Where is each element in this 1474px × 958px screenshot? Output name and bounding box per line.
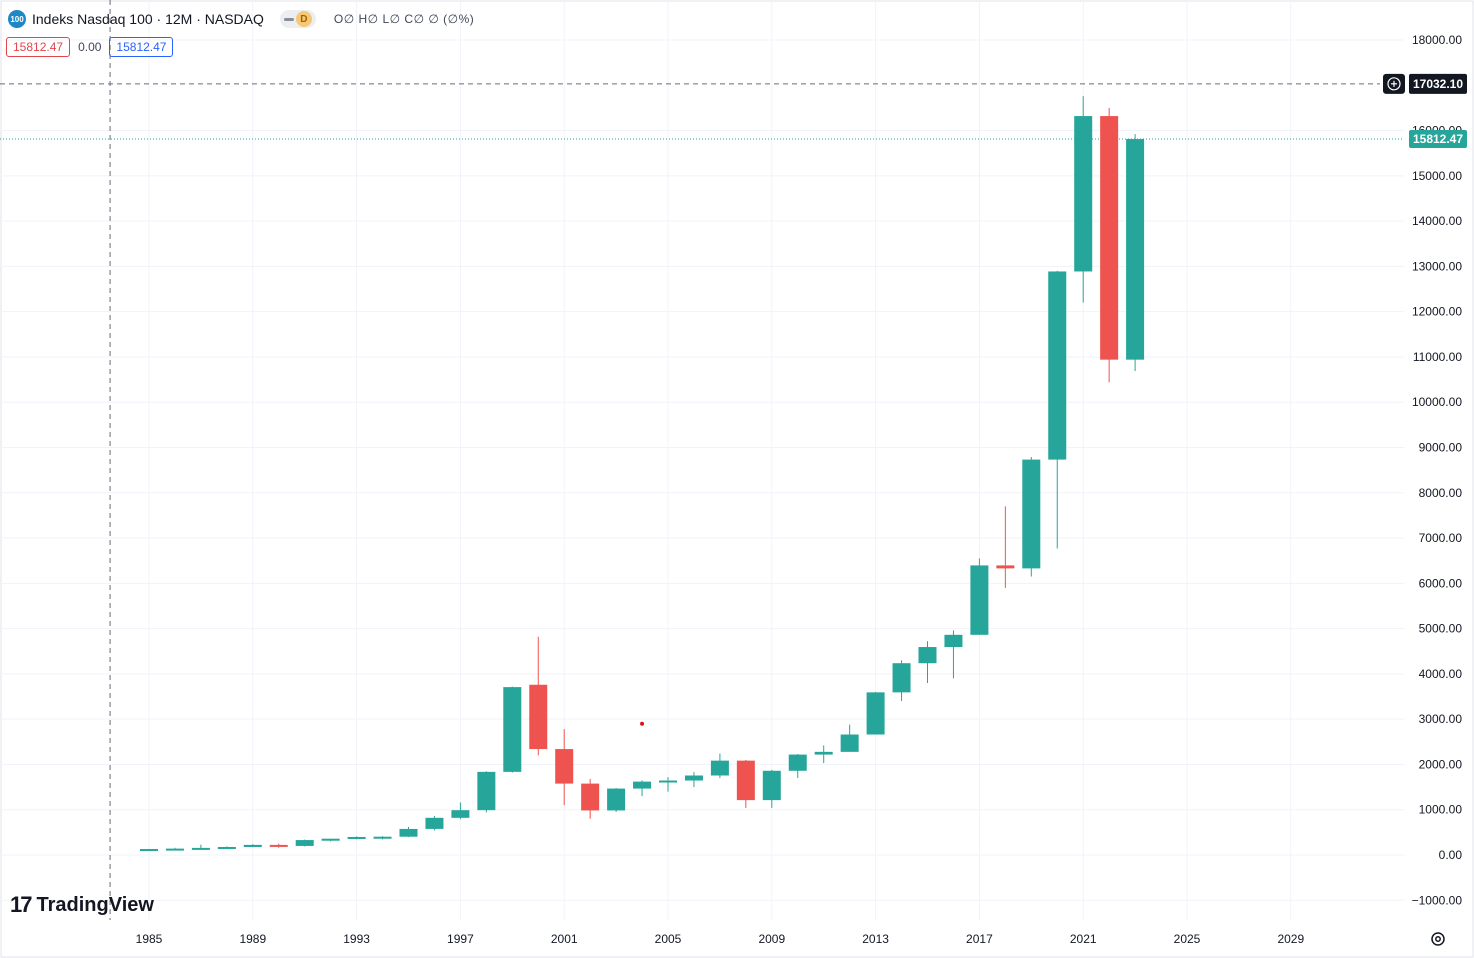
y-tick-label: −1000.00 — [1412, 893, 1463, 907]
y-tick-label: 7000.00 — [1419, 531, 1463, 545]
x-tick-label: 1989 — [239, 932, 266, 946]
candle-body[interactable] — [295, 840, 314, 846]
y-tick-label: 12000.00 — [1412, 305, 1462, 319]
candle-body[interactable] — [607, 788, 626, 811]
crosshair-price-label-bg — [1409, 73, 1467, 94]
y-tick-label: 8000.00 — [1419, 486, 1463, 500]
chart-title[interactable]: Indeks Nasdaq 100 · 12M · NASDAQ — [32, 11, 264, 27]
candle-body[interactable] — [529, 684, 548, 750]
candle-body[interactable] — [269, 844, 288, 847]
interval-chip-letter: D — [295, 11, 312, 27]
y-tick-label: 10000.00 — [1412, 395, 1462, 409]
candle-body[interactable] — [944, 634, 963, 648]
event-marker[interactable] — [640, 721, 645, 726]
y-tick-label: 15000.00 — [1412, 169, 1462, 183]
x-tick-label: 1993 — [343, 932, 370, 946]
y-tick-label: 13000.00 — [1412, 259, 1462, 273]
candle-body[interactable] — [840, 734, 859, 752]
candle-body[interactable] — [918, 647, 937, 664]
candle-body[interactable] — [659, 780, 677, 783]
candle-body[interactable] — [684, 775, 703, 781]
plus-circle-icon[interactable] — [1387, 77, 1401, 91]
y-tick-label: 6000.00 — [1419, 576, 1463, 590]
y-tick-label: 0.00 — [1439, 848, 1463, 862]
y-tick-label: 14000.00 — [1412, 214, 1462, 228]
symbol-badge-icon[interactable]: 100 — [8, 10, 26, 28]
legend: 100 Indeks Nasdaq 100 · 12M · NASDAQ D O… — [8, 10, 474, 28]
last-price-label-bg — [1409, 130, 1467, 149]
candle-body[interactable] — [970, 565, 989, 635]
candle-body[interactable] — [191, 847, 210, 850]
candle-body[interactable] — [347, 836, 366, 839]
tradingview-logo[interactable]: 17 TradingView — [10, 892, 154, 918]
candle-body[interactable] — [555, 749, 574, 784]
last-price-label: 15812.47 — [1413, 132, 1463, 146]
x-tick-label: 2025 — [1174, 932, 1201, 946]
candle-body[interactable] — [399, 828, 418, 837]
candle-body[interactable] — [581, 783, 600, 811]
candle-body[interactable] — [165, 848, 184, 851]
candle-body[interactable] — [633, 781, 652, 789]
candle-body[interactable] — [1126, 139, 1145, 360]
candle-body[interactable] — [243, 844, 262, 847]
y-tick-label: 18000.00 — [1412, 33, 1462, 47]
candle-body[interactable] — [788, 754, 807, 771]
y-tick-label: 4000.00 — [1419, 667, 1463, 681]
x-tick-label: 2029 — [1277, 932, 1304, 946]
candle-body[interactable] — [814, 751, 833, 755]
y-tick-label: 5000.00 — [1419, 622, 1463, 636]
y-tick-label: 3000.00 — [1419, 712, 1463, 726]
x-tick-label: 1997 — [447, 932, 474, 946]
candle-body[interactable] — [140, 849, 158, 852]
candle-body[interactable] — [1022, 459, 1041, 569]
y-tick-label: 11000.00 — [1413, 350, 1462, 364]
x-tick-label: 2021 — [1070, 932, 1097, 946]
candle-body[interactable] — [451, 810, 470, 818]
tradingview-logo-icon: 17 — [10, 892, 33, 917]
x-tick-label: 1985 — [136, 932, 163, 946]
candle-body[interactable] — [1074, 116, 1093, 272]
candle-body[interactable] — [710, 760, 729, 776]
x-tick-label: 2009 — [758, 932, 785, 946]
candle-body[interactable] — [866, 692, 885, 735]
minus-icon — [283, 17, 294, 21]
ohlc-values: O∅ H∅ L∅ C∅ ∅ (∅%) — [333, 12, 475, 26]
candle-body[interactable] — [217, 846, 236, 849]
candle-body[interactable] — [1048, 271, 1067, 460]
x-tick-label: 2013 — [862, 932, 889, 946]
tradingview-logo-text: TradingView — [36, 893, 154, 916]
bid-price[interactable]: 15812.47 — [6, 37, 71, 57]
candle-body[interactable] — [321, 838, 340, 841]
crosshair-price-label: 17032.10 — [1413, 77, 1463, 91]
settings-gear-icon[interactable] — [1429, 930, 1447, 948]
candle-body[interactable] — [373, 836, 392, 839]
candle-body[interactable] — [477, 771, 496, 811]
x-tick-label: 2017 — [966, 932, 993, 946]
candle-body[interactable] — [503, 687, 522, 772]
y-tick-label: 2000.00 — [1419, 757, 1463, 771]
y-tick-label: 1000.00 — [1419, 803, 1463, 817]
candle-body[interactable] — [892, 663, 911, 693]
interval-chip[interactable]: D — [279, 10, 316, 28]
candle-body[interactable] — [425, 817, 444, 829]
price-row: 15812.47 0.00 15812.47 — [6, 37, 174, 57]
candle-body[interactable] — [736, 760, 755, 801]
candle-body[interactable] — [1100, 116, 1119, 360]
candle-body[interactable] — [762, 770, 781, 801]
y-tick-label: 9000.00 — [1419, 441, 1463, 455]
x-tick-label: 2001 — [551, 932, 578, 946]
ask-price[interactable]: 15812.47 — [109, 37, 174, 57]
x-tick-label: 2005 — [655, 932, 682, 946]
spread-value: 0.00 — [78, 40, 102, 54]
candle-body[interactable] — [996, 565, 1015, 569]
